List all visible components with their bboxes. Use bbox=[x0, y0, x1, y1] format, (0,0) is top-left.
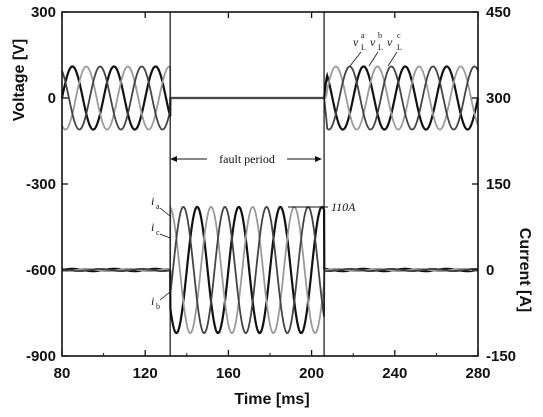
current-leader-c bbox=[159, 233, 171, 239]
y-right-tick-label: 150 bbox=[486, 176, 511, 193]
svg-text:c: c bbox=[156, 228, 160, 237]
x-tick-label: 120 bbox=[133, 365, 158, 382]
y-axis-left-title: Voltage [V] bbox=[11, 39, 28, 121]
x-tick-label: 280 bbox=[465, 365, 490, 382]
voltage-phase-labels: v a L v b L v c L bbox=[349, 31, 402, 67]
voltage-line-c bbox=[61, 65, 479, 131]
svg-text:L: L bbox=[397, 43, 402, 52]
svg-text:v: v bbox=[387, 35, 393, 49]
svg-text:c: c bbox=[397, 31, 401, 40]
svg-text:v: v bbox=[370, 35, 376, 49]
svg-text:a: a bbox=[156, 202, 160, 211]
current-leader-a bbox=[159, 207, 171, 217]
x-axis-title: Time [ms] bbox=[234, 391, 309, 408]
svg-text:v: v bbox=[353, 35, 359, 49]
y-left-tick-label: -600 bbox=[26, 262, 56, 279]
y-right-tick-label: 0 bbox=[486, 262, 494, 279]
voltage-label-a: v a L bbox=[353, 31, 366, 52]
current-line-a bbox=[61, 205, 479, 335]
current-label-c: i c bbox=[151, 220, 160, 237]
svg-text:a: a bbox=[361, 31, 365, 40]
current-label-b: i b bbox=[151, 294, 160, 311]
y-left-tick-label: -300 bbox=[26, 176, 56, 193]
y-right-tick-label: -150 bbox=[486, 348, 516, 365]
fault-period-arrow-left bbox=[170, 156, 177, 162]
voltage-label-c: v c L bbox=[387, 31, 402, 52]
svg-text:L: L bbox=[361, 43, 366, 52]
y-right-tick-label: 300 bbox=[486, 90, 511, 107]
svg-text:i: i bbox=[151, 220, 154, 234]
x-tick-label: 200 bbox=[299, 365, 324, 382]
axes-layer: 80 120 160 200 240 280 300 0 -300 -600 -900 450 300 1… bbox=[26, 4, 516, 382]
x-tick-label: 80 bbox=[54, 365, 71, 382]
svg-text:b: b bbox=[378, 31, 382, 40]
y-axis-right-title: Current [A] bbox=[516, 228, 533, 312]
fault-period-label-bg bbox=[207, 151, 287, 167]
current-peak-annotation: 110A bbox=[288, 200, 356, 214]
current-phase-labels: i a i c i b bbox=[151, 194, 171, 311]
x-tick-label: 160 bbox=[216, 365, 241, 382]
x-tick-label: 240 bbox=[382, 365, 407, 382]
y-right-tick-label: 450 bbox=[486, 4, 511, 21]
current-line-c bbox=[61, 206, 479, 334]
voltage-leader-b bbox=[368, 51, 379, 67]
y-left-tick-label: 300 bbox=[31, 4, 56, 21]
plot-frame bbox=[61, 11, 479, 357]
svg-text:i: i bbox=[151, 294, 154, 308]
fault-period-annotation: fault period bbox=[170, 151, 322, 167]
voltage-label-b: v b L bbox=[370, 31, 383, 52]
y-left-tick-label: -900 bbox=[26, 348, 56, 365]
series-layer bbox=[60, 65, 480, 335]
fault-period-label: fault period bbox=[219, 152, 275, 166]
current-label-a: i a bbox=[151, 194, 160, 211]
svg-text:i: i bbox=[151, 194, 154, 208]
y-left-tick-label: 0 bbox=[48, 90, 56, 107]
current-peak-label: 110A bbox=[331, 200, 356, 214]
voltage-leader-a bbox=[349, 51, 362, 67]
voltage-leader-c bbox=[387, 51, 398, 67]
svg-text:b: b bbox=[156, 302, 160, 311]
current-leader-b bbox=[159, 291, 171, 301]
svg-text:L: L bbox=[378, 43, 383, 52]
fault-period-arrow-right bbox=[315, 156, 322, 162]
current-line-b bbox=[61, 204, 479, 334]
